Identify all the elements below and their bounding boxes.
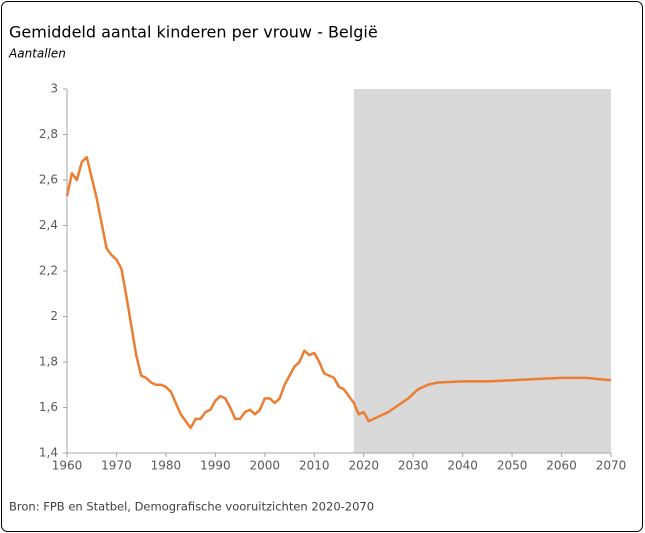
x-tick-label: 2070 [596, 459, 627, 473]
chart-subtitle: Aantallen [8, 47, 66, 61]
x-tick-label: 1990 [200, 459, 231, 473]
y-tick-label: 2,6 [39, 173, 58, 187]
y-tick-label: 1,8 [39, 355, 58, 369]
y-tick-label: 3 [50, 82, 58, 96]
y-tick-label: 2,4 [39, 218, 58, 232]
x-tick-label: 2050 [497, 459, 528, 473]
x-tick-label: 2060 [546, 459, 577, 473]
chart-title: Gemiddeld aantal kinderen per vrouw - Be… [9, 23, 378, 42]
data-line [65, 156, 612, 430]
projection-band [353, 89, 611, 453]
x-tick-label: 2040 [447, 459, 478, 473]
y-tick-label: 2 [50, 309, 58, 323]
x-tick-label: 2000 [250, 459, 281, 473]
y-tick-label: 2,2 [39, 264, 58, 278]
x-tick-label: 2020 [348, 459, 379, 473]
y-tick-label: 2,8 [39, 127, 58, 141]
source: Bron: FPB en Statbel, Demografische voor… [9, 500, 374, 514]
x-tick-label: 1960 [52, 459, 83, 473]
x-tick-label: 1970 [101, 459, 132, 473]
y-tick-label: 1,6 [39, 400, 58, 414]
x-tick-label: 2010 [299, 459, 330, 473]
x-tick-label: 2030 [398, 459, 429, 473]
y-tick-label: 1,4 [39, 446, 58, 460]
x-tick-label: 1980 [151, 459, 182, 473]
